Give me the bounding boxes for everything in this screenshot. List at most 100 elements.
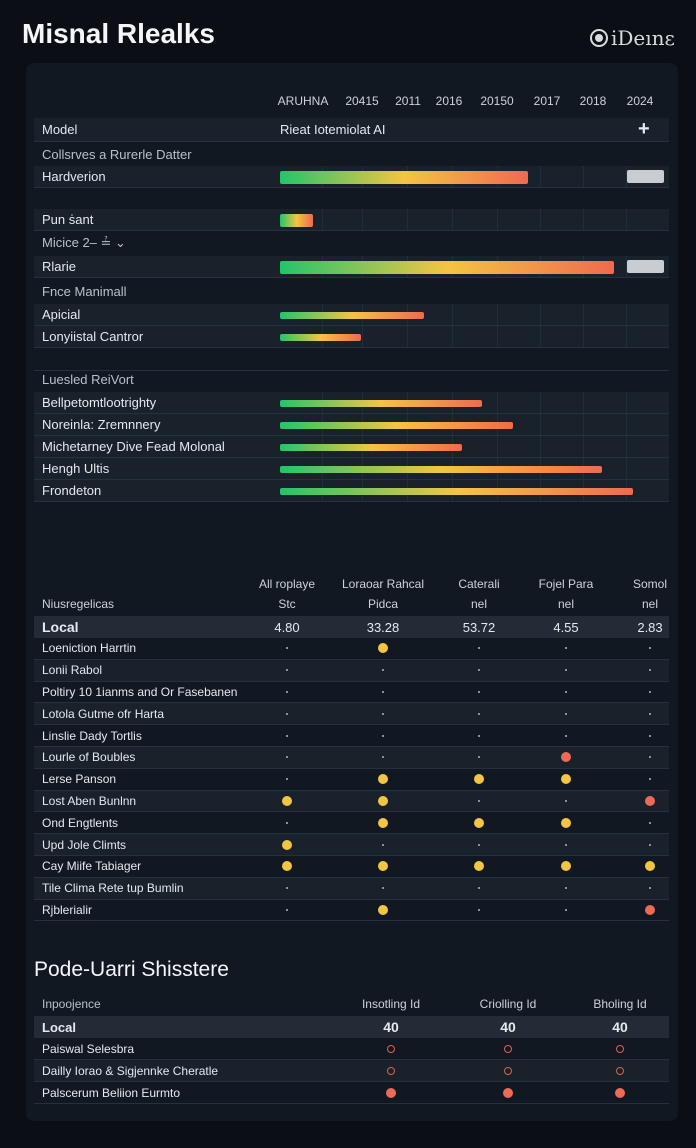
progress-bar	[280, 443, 463, 451]
matrix-row[interactable]: Loeniction Harrtin	[34, 638, 669, 660]
empty-mark	[478, 799, 480, 802]
matrix-row[interactable]: Tile Clima Rete tup Bumlin	[34, 877, 669, 900]
matrix-row-label: Tile Clima Rete tup Bumlin	[42, 881, 184, 896]
section-row-header: Inpoojence	[42, 997, 101, 1011]
year-column-header: 2016	[435, 94, 463, 108]
matrix-row[interactable]: Lerse Panson	[34, 768, 669, 791]
red-status-dot	[645, 904, 655, 915]
matrix-column-header[interactable]: All roplaye	[258, 577, 316, 591]
summary-value: 40	[383, 1019, 399, 1035]
grid-line	[452, 326, 453, 347]
group-label: Collsrves a Rurerle Datter	[42, 147, 192, 162]
matrix-column-header[interactable]: Fojel Para	[538, 577, 594, 591]
matrix-row[interactable]: Rjblerialir	[34, 899, 669, 922]
summary-value: 4.80	[274, 619, 300, 635]
grid-line	[497, 436, 498, 457]
year-column-header: ARUHNA	[277, 94, 329, 108]
timeline-row[interactable]: Hengh Ultis	[34, 458, 669, 480]
matrix-column-header[interactable]: Pidca	[367, 597, 399, 611]
matrix-row-label: Upd Jole Climts	[42, 837, 127, 852]
section-row[interactable]: Palscerum Beliion Eurmto	[34, 1082, 669, 1104]
grid-line	[497, 392, 498, 413]
yellow-status-dot	[378, 643, 388, 654]
year-column-header: 2024	[626, 94, 654, 108]
year-column-header: 2011	[395, 94, 421, 108]
progress-bar	[280, 333, 362, 341]
progress-bar	[280, 399, 482, 407]
matrix-column-header[interactable]: Caterali	[458, 577, 500, 591]
timeline-row[interactable]: Hardverion	[34, 166, 669, 188]
empty-mark	[565, 647, 567, 650]
matrix-row[interactable]: Upd Jole Climts	[34, 834, 669, 856]
status-badge[interactable]	[627, 170, 664, 183]
empty-mark	[565, 887, 567, 890]
timeline-row[interactable]: Lonyiistal Cantror	[34, 326, 669, 348]
section-column-header[interactable]: Criolling Id	[479, 997, 537, 1011]
red-status-dot	[645, 795, 655, 806]
empty-mark	[286, 778, 288, 781]
grid-line	[583, 209, 584, 230]
matrix-column-header[interactable]: Somol	[632, 577, 668, 591]
timeline-row[interactable]: Pun ṡant	[34, 209, 669, 231]
matrix-row[interactable]: Poltiry 10 1ianms and Or Fasebanen	[34, 681, 669, 704]
yellow-status-dot	[474, 774, 484, 785]
matrix-column-header[interactable]: Loraoar Rahcal	[341, 577, 425, 591]
yellow-status-dot	[282, 795, 292, 806]
section-column-header[interactable]: Insotling Id	[361, 997, 421, 1011]
empty-mark	[565, 712, 567, 715]
status-badge[interactable]	[627, 260, 664, 273]
summary-value: 53.72	[462, 619, 496, 635]
model-value: Rieat Iotemiolat AI	[280, 122, 386, 137]
timeline-row[interactable]: Apicial	[34, 304, 669, 326]
matrix-row-label: Cay Miife Tabiager	[42, 859, 142, 874]
timeline-row[interactable]: Bellpetomtlootrighty	[34, 392, 669, 414]
empty-mark	[649, 669, 651, 672]
grid-line	[626, 304, 627, 325]
timeline-row[interactable]: Michetarney Dive Fead Molonal	[34, 436, 669, 458]
grid-line	[497, 209, 498, 230]
section-row[interactable]: Dailly Iorao & Sigjennke Cheratle	[34, 1060, 669, 1082]
timeline-row[interactable]: Rlarie	[34, 256, 669, 278]
grid-line	[583, 392, 584, 413]
matrix-row[interactable]: Lost Aben Bunlnn	[34, 790, 669, 813]
empty-mark	[286, 690, 288, 693]
section-column-header[interactable]: Bholing Id	[593, 997, 647, 1011]
timeline-row[interactable]: Noreinla: Zremnnery	[34, 414, 669, 436]
matrix-row-label: Linslie Dady Tortlis	[42, 728, 142, 743]
matrix-row[interactable]: Lonii Rabol	[34, 659, 669, 682]
section-row-label: Palscerum Beliion Eurmto	[42, 1085, 181, 1100]
empty-mark	[649, 887, 651, 890]
empty-mark	[649, 843, 651, 846]
grid-line	[626, 326, 627, 347]
matrix-row-label: Lerse Panson	[42, 772, 117, 787]
matrix-row[interactable]: Cay Miife Tabiager	[34, 856, 669, 878]
matrix-row-label: Ond Engtlents	[42, 815, 119, 830]
matrix-column-header[interactable]: nel	[641, 597, 659, 611]
progress-bar	[280, 170, 529, 184]
matrix-column-header[interactable]: Stc	[278, 597, 296, 611]
matrix-row-label: Lonii Rabol	[42, 663, 103, 678]
year-column-header: 20415	[345, 94, 379, 108]
brand-logo: iDeınε	[590, 26, 675, 50]
matrix-column-header[interactable]: nel	[557, 597, 575, 611]
model-row[interactable]: Model Rieat Iotemiolat AI +	[34, 118, 669, 142]
divider	[34, 370, 669, 371]
empty-mark	[286, 756, 288, 759]
progress-bar	[280, 421, 513, 429]
grid-line	[583, 166, 584, 187]
yellow-status-dot	[561, 861, 571, 872]
matrix-row[interactable]: Ond Engtlents	[34, 812, 669, 835]
empty-mark	[286, 887, 288, 890]
matrix-row[interactable]: Lotola Gutme ofr Harta	[34, 703, 669, 726]
matrix-column-header[interactable]: nel	[470, 597, 488, 611]
plus-icon[interactable]: +	[638, 118, 650, 140]
matrix-row[interactable]: Linslie Dady Tortlis	[34, 725, 669, 747]
red-status-dot	[503, 1087, 513, 1098]
section-row[interactable]: Paiswal Selesbra	[34, 1038, 669, 1060]
progress-bar	[280, 260, 614, 274]
timeline-row[interactable]: Frondeton	[34, 480, 669, 502]
grid-line	[626, 392, 627, 413]
yellow-status-dot	[474, 817, 484, 828]
matrix-row[interactable]: Lourle of Boubles	[34, 747, 669, 769]
year-column-header: 2017	[533, 94, 561, 108]
